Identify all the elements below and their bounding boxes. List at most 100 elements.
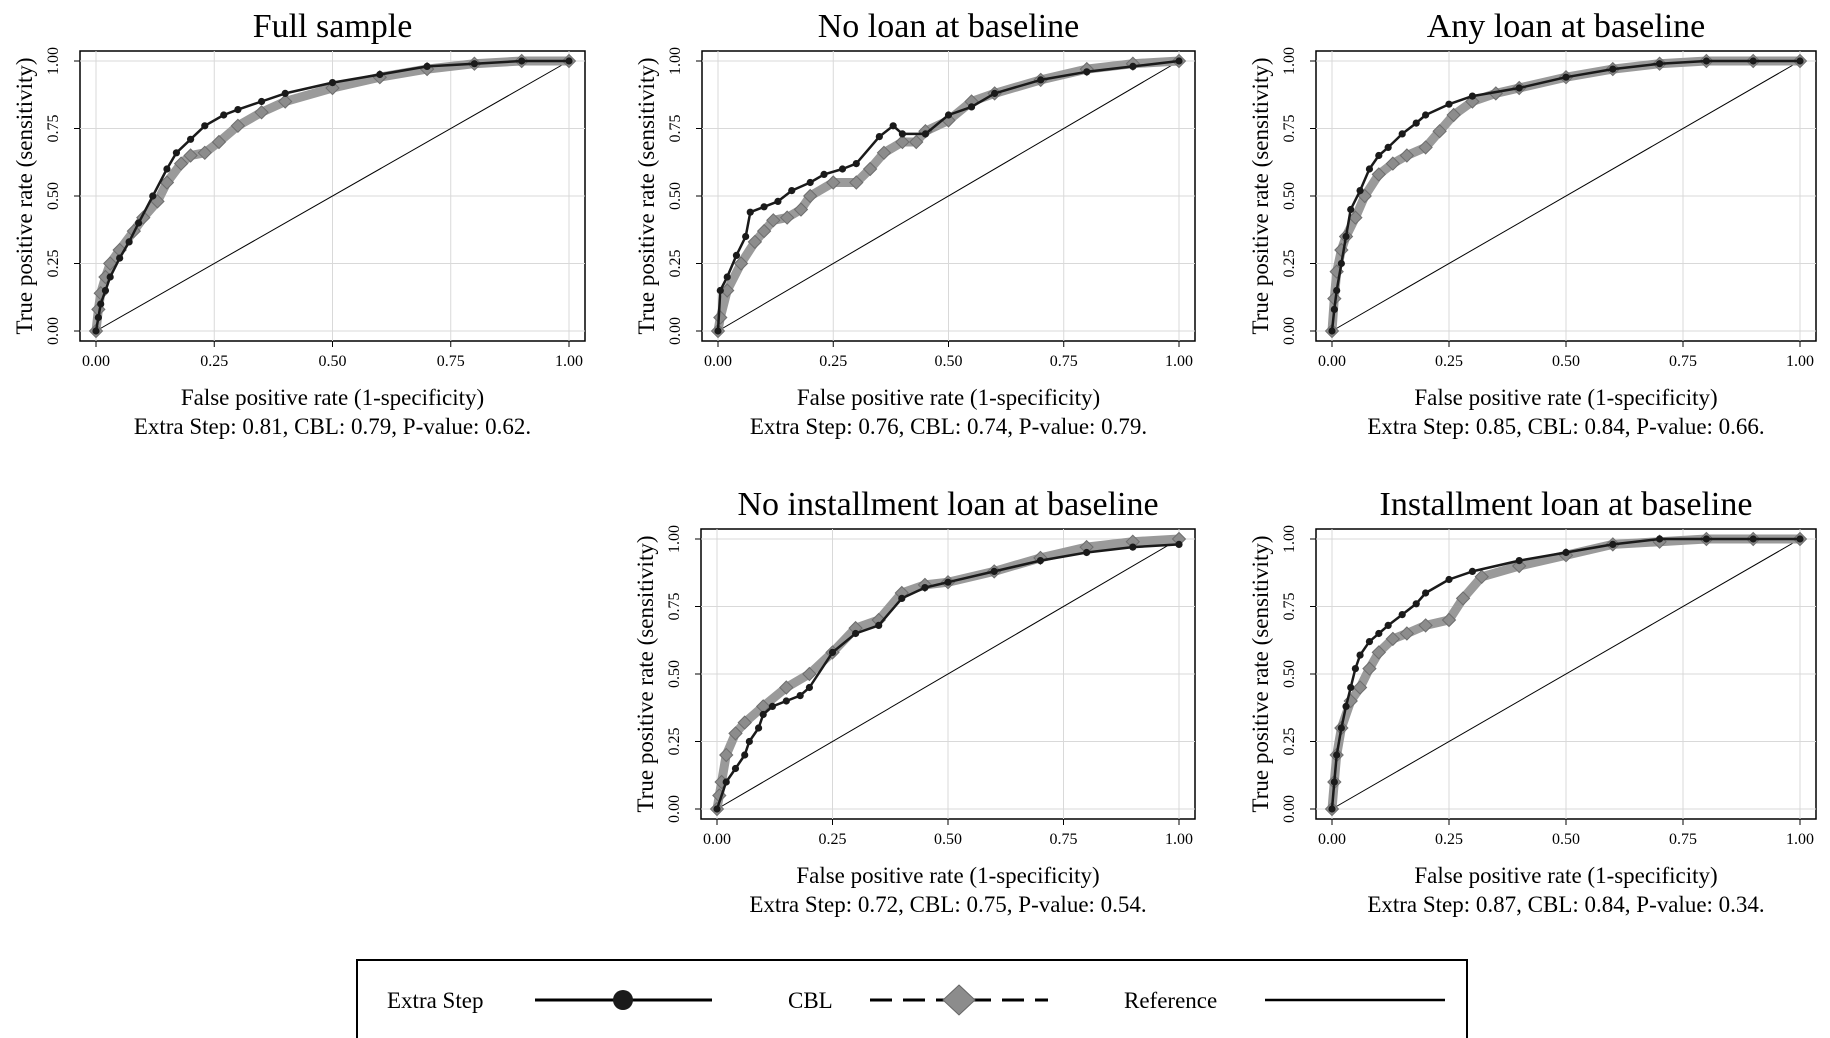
y-tick-label: 0.00 xyxy=(45,317,62,345)
x-tick-label: 0.75 xyxy=(1050,353,1078,370)
series-extra-step xyxy=(92,57,573,335)
extra-step-point xyxy=(782,697,790,705)
legend: Extra Step CBL Reference xyxy=(356,959,1468,1038)
series-reference xyxy=(717,60,1180,332)
x-tick-label: 0.75 xyxy=(437,353,465,370)
extra-step-point xyxy=(944,578,952,586)
extra-step-point xyxy=(1609,65,1617,73)
cbl-point xyxy=(733,256,749,271)
extra-step-point xyxy=(1515,557,1523,565)
extra-step-point xyxy=(1562,548,1570,557)
extra-step-point xyxy=(423,62,431,70)
extra-step-point xyxy=(1375,151,1383,160)
extra-step-point xyxy=(1333,286,1341,295)
extra-step-point xyxy=(713,805,721,813)
y-tick-label: 0.00 xyxy=(1281,795,1298,823)
extra-step-point xyxy=(1328,805,1336,813)
extra-step-point xyxy=(1445,575,1453,584)
extra-step-point xyxy=(1175,540,1183,549)
extra-step-point xyxy=(741,751,749,759)
cbl-point xyxy=(1474,569,1489,585)
extra-step-point xyxy=(1656,60,1664,68)
legend-marker-circle xyxy=(613,990,633,1010)
chart-panel-no-loan-at-baseline: 0.00 0.25 0.50 0.75 1.00 0.00 0.25 0.50 0.75 1.00… xyxy=(634,8,1196,439)
series-extra-step xyxy=(713,540,1183,813)
y-tick-label: 1.00 xyxy=(1281,525,1298,553)
extra-step-point xyxy=(1365,165,1374,173)
cbl-point xyxy=(779,210,795,225)
extra-step-point xyxy=(125,238,133,246)
series-reference xyxy=(95,60,570,332)
cbl-point xyxy=(737,715,752,730)
panel-title: No installment loan at baseline xyxy=(737,486,1158,523)
cbl-point xyxy=(802,666,817,682)
y-tick-label: 0.25 xyxy=(667,250,684,278)
extra-step-point xyxy=(838,165,847,173)
extra-step-point xyxy=(828,648,837,657)
extra-step-point xyxy=(991,89,999,97)
series-reference xyxy=(716,538,1180,810)
extra-step-point xyxy=(754,724,763,732)
cbl-point xyxy=(1432,123,1447,139)
y-tick-label: 0.25 xyxy=(666,728,683,756)
legend-label-extra-step: Extra Step xyxy=(387,988,483,1013)
x-tick-label: 0.50 xyxy=(934,831,962,848)
cbl-point xyxy=(713,310,728,325)
x-tick-label: 1.00 xyxy=(555,353,583,370)
series-reference xyxy=(1331,538,1801,810)
extra-step-point xyxy=(760,203,768,211)
extra-step-point xyxy=(852,160,860,168)
extra-step-point xyxy=(1083,548,1091,557)
reference-line xyxy=(1331,60,1801,332)
panel-title: Full sample xyxy=(253,8,413,45)
extra-step-point xyxy=(201,122,209,130)
cbl-point xyxy=(1418,618,1433,633)
cbl-point xyxy=(1385,631,1401,647)
y-axis-label: True positive rate (sensitivity) xyxy=(1248,57,1273,334)
x-axis-label: False positive rate (1-specificity) xyxy=(796,863,1099,888)
extra-step-point xyxy=(1796,57,1804,65)
cbl-point xyxy=(793,202,809,217)
legend-label-reference: Reference xyxy=(1124,988,1217,1013)
y-tick-label: 1.00 xyxy=(667,47,684,75)
cbl-point xyxy=(1348,210,1363,225)
extra-step-point xyxy=(723,273,731,281)
cbl-point xyxy=(211,134,227,150)
extra-step-point xyxy=(1330,778,1338,786)
y-tick-label: 0.00 xyxy=(667,317,684,345)
extra-step-point xyxy=(257,97,266,106)
cbl-point xyxy=(1441,612,1457,628)
extra-step-point xyxy=(806,178,814,187)
extra-step-point xyxy=(1328,327,1336,335)
reference-line xyxy=(717,60,1180,332)
extra-step-point xyxy=(172,149,181,157)
extra-step-line xyxy=(1330,59,1800,332)
auc-note: Extra Step: 0.87, CBL: 0.84, P-value: 0.… xyxy=(1367,892,1764,917)
y-tick-label: 0.50 xyxy=(1281,660,1298,688)
x-tick-label: 0.00 xyxy=(1318,831,1346,848)
extra-step-point xyxy=(759,710,767,719)
legend-marker-diamond xyxy=(942,984,976,1016)
extra-step-point xyxy=(898,130,907,138)
panel-title: Any loan at baseline xyxy=(1427,8,1706,45)
x-tick-label: 0.25 xyxy=(200,353,228,370)
reference-line xyxy=(1331,538,1801,810)
extra-step-point xyxy=(1562,73,1570,81)
x-tick-label: 1.00 xyxy=(1165,353,1193,370)
extra-step-point xyxy=(234,106,242,114)
cbl-point xyxy=(862,161,878,177)
panel-title: No loan at baseline xyxy=(818,8,1080,45)
extra-step-point xyxy=(97,300,105,308)
extra-step-point xyxy=(1365,638,1374,646)
extra-step-point xyxy=(1356,187,1364,195)
extra-step-point xyxy=(1702,535,1710,543)
extra-step-point xyxy=(1347,683,1355,692)
extra-step-point xyxy=(742,232,750,241)
x-axis-label: False positive rate (1-specificity) xyxy=(1414,863,1717,888)
extra-step-point xyxy=(1037,76,1045,84)
extra-step-point xyxy=(1330,305,1338,313)
extra-step-point xyxy=(1384,621,1392,630)
y-tick-label: 1.00 xyxy=(45,47,62,75)
auc-note: Extra Step: 0.76, CBL: 0.74, P-value: 0.… xyxy=(750,414,1147,439)
y-tick-label: 1.00 xyxy=(1281,47,1298,75)
